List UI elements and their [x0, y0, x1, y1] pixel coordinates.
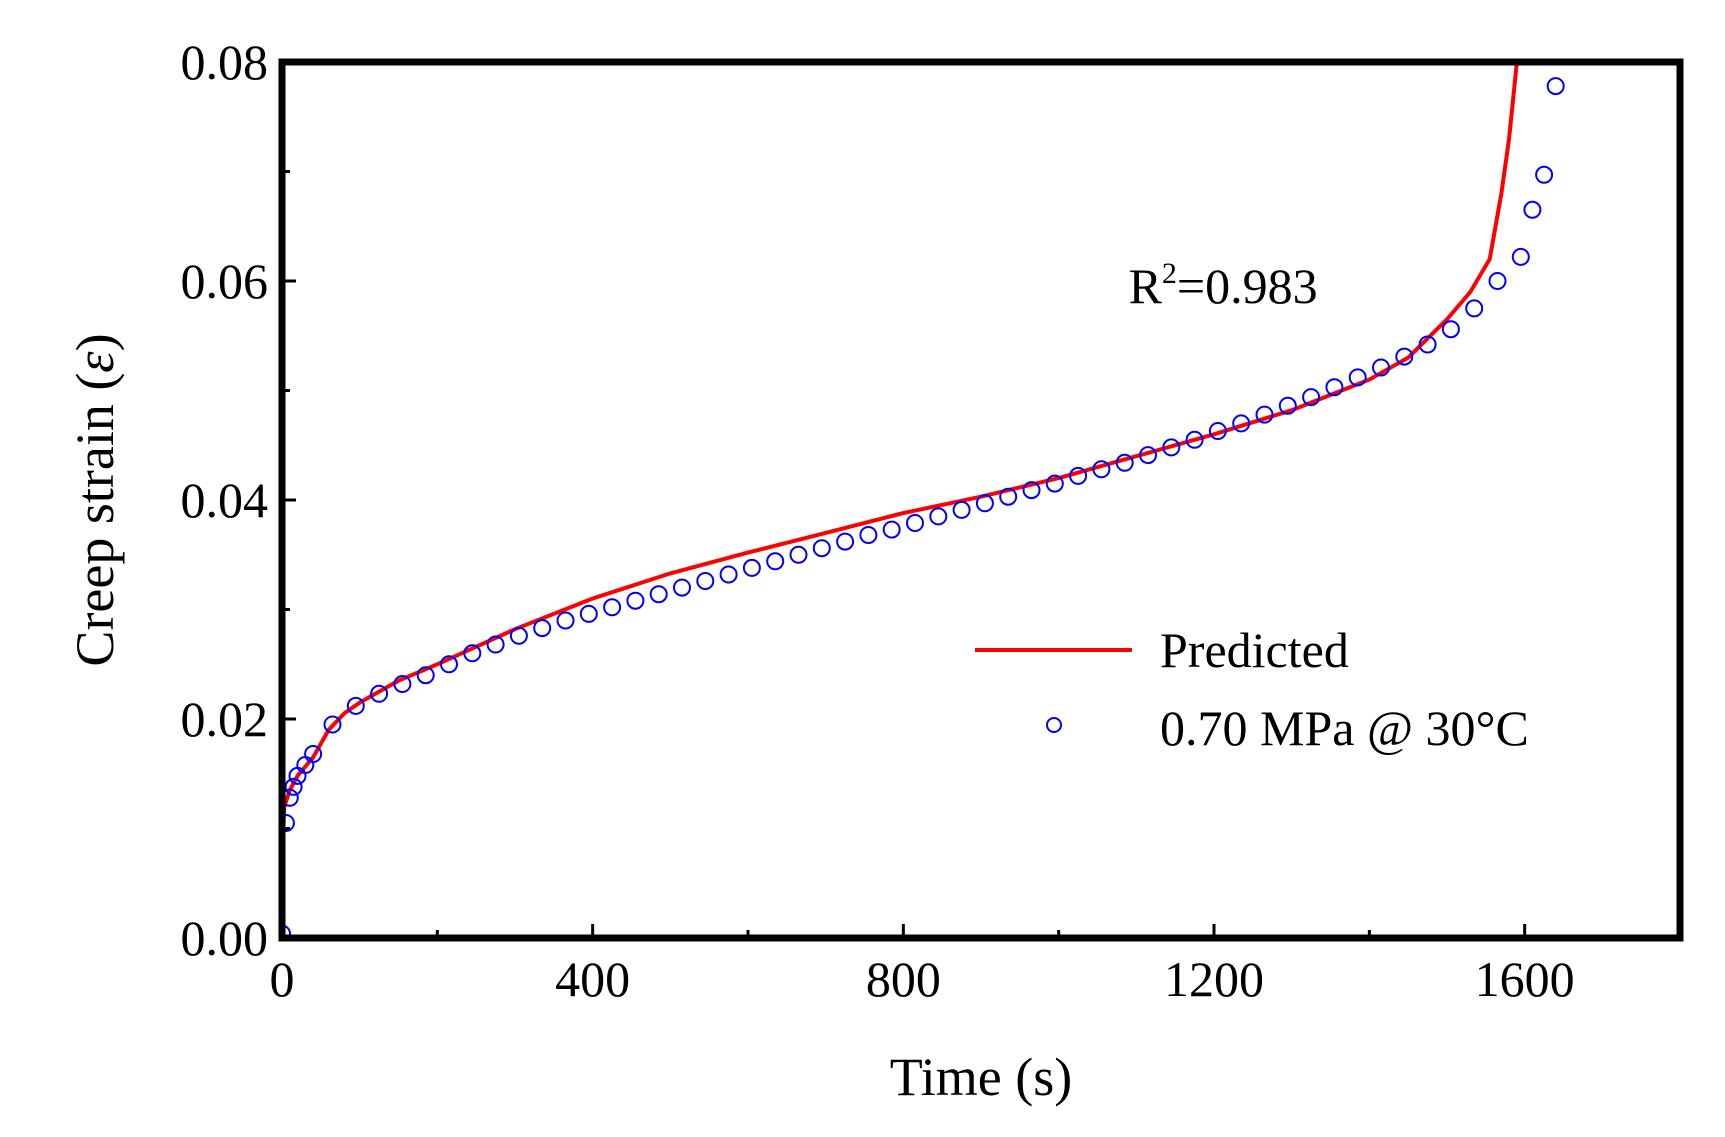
- data-point: [766, 552, 785, 571]
- data-point: [1278, 396, 1297, 415]
- x-tick-label: 1600: [1475, 951, 1575, 1007]
- data-point: [859, 526, 878, 544]
- data-point: [1208, 422, 1227, 440]
- data-point: [742, 558, 761, 577]
- r-squared-value: =0.983: [1177, 258, 1318, 314]
- r-squared-superscript: 2: [1162, 257, 1177, 290]
- data-point: [1115, 453, 1134, 472]
- data-point: [579, 604, 598, 623]
- data-point: [1022, 481, 1041, 500]
- y-tick-label: 0.02: [181, 691, 269, 747]
- y-tick-label: 0.06: [181, 253, 269, 309]
- data-point: [812, 539, 831, 558]
- plot-frame: [278, 58, 1684, 942]
- data-point: [952, 500, 971, 519]
- experimental-series-points: [282, 77, 1565, 938]
- x-tick-label: 400: [555, 951, 630, 1007]
- data-point: [1418, 335, 1437, 354]
- data-point: [789, 545, 808, 564]
- legend-experimental-marker: [1046, 717, 1062, 733]
- data-point: [440, 655, 458, 674]
- x-tick-label: 0: [270, 951, 295, 1007]
- data-point: [370, 684, 389, 703]
- data-point: [929, 507, 948, 526]
- predicted-series-line: [282, 62, 1519, 938]
- data-point: [282, 814, 295, 832]
- data-point: [603, 598, 622, 617]
- data-point: [673, 578, 691, 597]
- data-point: [999, 487, 1018, 506]
- legend: Predicted 0.70 MPa @ 30°C: [975, 622, 1529, 756]
- data-point: [1045, 474, 1064, 493]
- data-point: [1488, 272, 1507, 290]
- data-point: [393, 675, 412, 693]
- data-point: [1511, 247, 1530, 266]
- data-point: [284, 777, 303, 796]
- data-point: [1232, 414, 1251, 433]
- data-point: [1348, 368, 1367, 387]
- data-point: [304, 745, 323, 763]
- data-point: [282, 924, 291, 938]
- data-point: [509, 626, 528, 645]
- data-point: [1325, 378, 1344, 397]
- y-tick-label: 0.08: [181, 34, 269, 90]
- x-axis-title: Time (s): [890, 1047, 1073, 1107]
- data-point: [1255, 405, 1274, 424]
- data-point: [1535, 165, 1554, 184]
- x-tick-label: 800: [866, 951, 941, 1007]
- y-axis-title-suffix: ): [65, 333, 125, 351]
- data-point: [696, 572, 715, 590]
- y-axis-title: Creep strain (ε): [65, 333, 125, 666]
- data-point: [1465, 299, 1484, 318]
- data-point: [1185, 430, 1204, 449]
- data-point: [1546, 77, 1565, 96]
- data-point: [1523, 200, 1542, 219]
- r-squared-annotation: R2=0.983: [1129, 257, 1318, 314]
- tick-labels: 0 400 800 1200 1600 0.00 0.02 0.04 0.06 0.08: [181, 34, 1575, 1007]
- data-point: [1395, 347, 1414, 366]
- data-point: [1069, 466, 1088, 485]
- data-point: [836, 532, 855, 551]
- plot-area: [282, 62, 1565, 938]
- data-point: [1139, 446, 1157, 465]
- data-point: [556, 611, 575, 630]
- data-point: [882, 520, 901, 539]
- data-point: [486, 635, 505, 654]
- legend-experimental-label: 0.70 MPa @ 30°C: [1160, 700, 1529, 756]
- data-point: [626, 591, 645, 610]
- data-point: [1372, 358, 1390, 377]
- data-point: [1302, 388, 1321, 407]
- y-axis-title-prefix: Creep strain (: [65, 373, 125, 667]
- data-point: [346, 696, 365, 715]
- data-point: [1092, 460, 1111, 479]
- x-tick-label: 1200: [1164, 951, 1264, 1007]
- data-point: [463, 644, 482, 663]
- data-point: [416, 666, 435, 685]
- data-point: [282, 788, 299, 807]
- data-point: [906, 514, 924, 532]
- legend-predicted-label: Predicted: [1160, 622, 1349, 678]
- data-point: [719, 565, 738, 584]
- y-tick-label: 0.04: [181, 472, 269, 528]
- data-point: [975, 494, 994, 513]
- r-squared-base: R: [1129, 258, 1163, 314]
- axis-ticks: [280, 60, 1682, 940]
- y-axis-title-symbol: ε: [65, 351, 125, 373]
- data-point: [323, 715, 342, 734]
- data-point: [1162, 438, 1181, 457]
- y-tick-label: 0.00: [181, 910, 269, 966]
- data-point: [1441, 320, 1460, 339]
- data-point: [649, 585, 668, 604]
- data-point: [533, 619, 552, 638]
